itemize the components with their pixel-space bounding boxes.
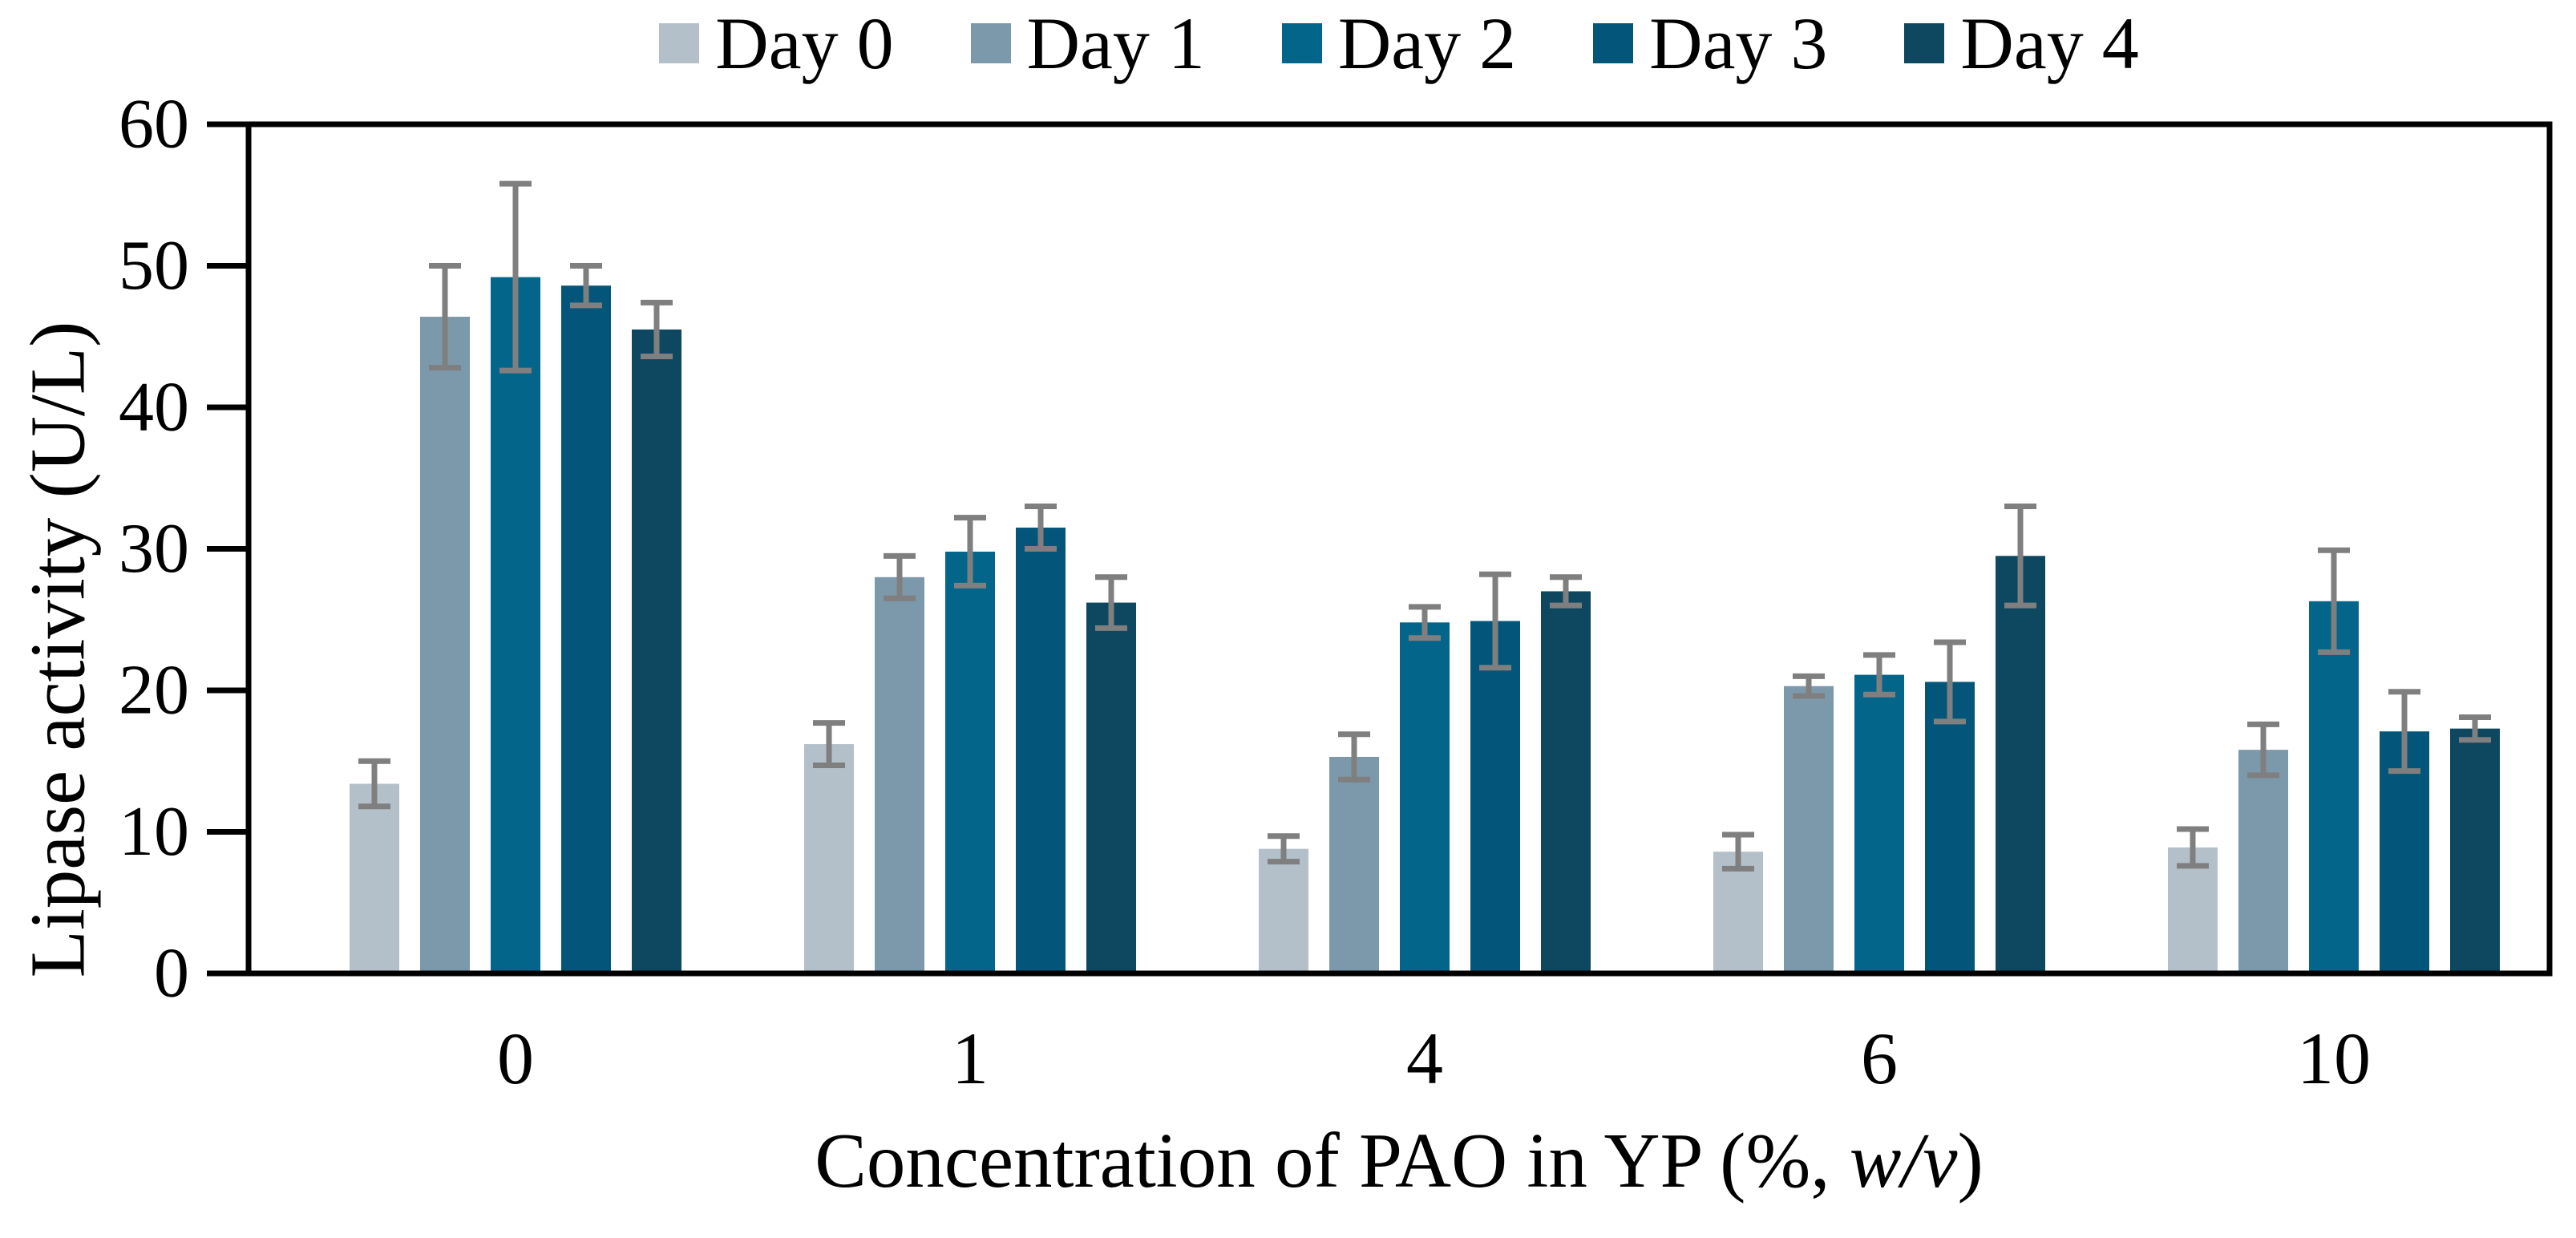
legend-label: Day 0 — [715, 2, 894, 84]
bar-day-4-group-4 — [1541, 591, 1591, 973]
legend-label: Day 1 — [1026, 2, 1205, 84]
bar-day-2-group-0 — [491, 277, 540, 973]
y-tick-label-0: 0 — [154, 935, 189, 1013]
y-tick-label-10: 10 — [119, 793, 189, 871]
legend-label: Day 2 — [1337, 2, 1517, 84]
bar-day-3-group-4 — [1470, 621, 1520, 973]
y-tick-label-30: 30 — [119, 510, 189, 588]
bar-day-1-group-10 — [2238, 750, 2288, 973]
bar-day-4-group-6 — [1996, 556, 2045, 973]
legend-item-day-2: Day 2 — [1281, 2, 1517, 84]
bar-day-1-group-4 — [1329, 756, 1379, 973]
legend-label: Day 4 — [1960, 2, 2139, 84]
bar-day-2-group-10 — [2309, 601, 2359, 973]
legend-item-day-0: Day 0 — [659, 2, 894, 84]
x-category-label-10: 10 — [2297, 1018, 2371, 1099]
y-tick-label-20: 20 — [119, 652, 189, 730]
bar-day-0-group-0 — [350, 783, 399, 973]
bar-day-0-group-4 — [1259, 848, 1308, 973]
bar-day-1-group-6 — [1784, 686, 1834, 973]
legend-item-day-4: Day 4 — [1904, 2, 2139, 84]
legend-swatch-day-1 — [970, 23, 1011, 63]
bar-day-0-group-1 — [804, 744, 854, 973]
bar-day-4-group-1 — [1086, 602, 1136, 973]
legend-item-day-1: Day 1 — [970, 2, 1205, 84]
bar-day-2-group-4 — [1400, 622, 1450, 973]
x-category-label-1: 1 — [952, 1018, 989, 1099]
x-axis-title-suffix: ) — [1957, 1118, 1984, 1204]
legend-label: Day 3 — [1649, 2, 1828, 84]
legend-item-day-3: Day 3 — [1593, 6, 1827, 80]
y-tick-label-50: 50 — [119, 227, 189, 305]
bar-day-4-group-10 — [2450, 728, 2500, 973]
bar-day-3-group-0 — [561, 285, 611, 974]
y-tick-label-60: 60 — [119, 86, 189, 164]
bar-day-1-group-0 — [420, 317, 470, 973]
bar-day-3-group-1 — [1016, 528, 1066, 973]
legend-swatch-day-2 — [1281, 23, 1322, 63]
x-category-label-4: 4 — [1406, 1018, 1443, 1099]
y-axis-title: Lipase activity (U/L) — [14, 322, 103, 978]
legend-swatch-day-3 — [1593, 23, 1634, 63]
x-category-label-0: 0 — [497, 1018, 534, 1099]
x-axis-title-prefix: Concentration of PAO in YP (%, — [815, 1118, 1850, 1204]
legend-swatch-day-0 — [659, 23, 700, 63]
x-axis-title-italic: w/v — [1849, 1118, 1958, 1204]
bar-day-4-group-0 — [632, 329, 681, 973]
y-axis-title-text: Lipase activity (U/L) — [14, 321, 101, 978]
bar-day-0-group-6 — [1713, 852, 1763, 973]
x-category-label-6: 6 — [1861, 1018, 1898, 1099]
bar-day-2-group-1 — [945, 552, 995, 973]
x-axis-title: Concentration of PAO in YP (%, w/v) — [249, 1116, 2550, 1205]
bar-day-2-group-6 — [1854, 674, 1904, 973]
bar-day-3-group-6 — [1925, 682, 1975, 973]
chart-legend: Day 0 Day 1 Day 2 Day 3 Day 4 — [249, 6, 2550, 80]
legend-swatch-day-4 — [1904, 23, 1945, 63]
y-tick-label-40: 40 — [119, 369, 189, 447]
bar-day-1-group-1 — [875, 577, 924, 973]
